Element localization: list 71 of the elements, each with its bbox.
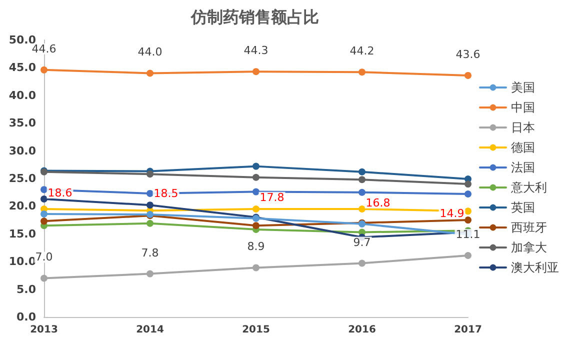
point (146, 190, 154, 197)
y-tick-label: 45.0 (8, 61, 36, 74)
data-label: 9.7 (353, 236, 371, 249)
point (464, 190, 472, 198)
point (146, 220, 154, 227)
y-tick-label: 15.0 (8, 227, 36, 240)
data-label: 44.3 (244, 44, 268, 58)
data-label: 7.8 (141, 246, 159, 260)
point (464, 216, 472, 224)
data-label: 16.8 (366, 196, 390, 210)
data-label: 17.8 (260, 190, 284, 204)
y-tick-label: 0.0 (16, 310, 36, 324)
legend-label: 美国 (511, 80, 535, 94)
x-tick-label: 2014 (136, 324, 164, 336)
point (252, 205, 260, 212)
x-tick-label: 2016 (348, 324, 376, 336)
point (252, 68, 260, 76)
data-label: 44.0 (138, 46, 162, 59)
data-label: 8.9 (247, 240, 265, 254)
point (252, 222, 260, 230)
y-tick-label: 35.0 (8, 116, 36, 130)
point (40, 196, 48, 202)
legend-label: 意大利 (510, 180, 547, 194)
y-tick-label: 25.0 (8, 172, 36, 185)
data-label: 14.9 (440, 206, 464, 220)
point (40, 66, 48, 74)
data-label: 44.6 (32, 42, 56, 56)
y-tick-label: 10.0 (8, 255, 36, 268)
data-label: 7.0 (35, 250, 53, 264)
point (40, 210, 48, 218)
point (358, 176, 366, 184)
point (252, 188, 260, 196)
point (464, 72, 472, 79)
point (252, 264, 260, 272)
point (252, 174, 260, 181)
x-tick-label: 2013 (30, 324, 58, 336)
point (358, 68, 366, 76)
legend-label: 德国 (511, 140, 535, 154)
y-tick-label: 30.0 (8, 144, 36, 158)
point (40, 218, 48, 225)
legend-label: 加拿大 (511, 240, 547, 254)
x-tick-label: 2015 (242, 324, 270, 336)
point (252, 162, 260, 170)
legend-label: 中国 (511, 100, 535, 114)
data-label: 44.2 (350, 44, 374, 58)
point (358, 205, 366, 212)
data-label: 18.5 (154, 187, 178, 200)
data-label: 43.6 (456, 48, 480, 61)
point (146, 270, 154, 278)
y-tick-label: 40.0 (8, 88, 36, 102)
data-label: 18.6 (48, 186, 72, 200)
point (40, 274, 48, 282)
y-tick-label: 20.0 (8, 200, 36, 213)
point (464, 208, 472, 215)
point (358, 188, 366, 196)
legend-label: 法国 (511, 160, 535, 174)
legend-label: 澳大利亚 (511, 260, 559, 274)
point (40, 186, 48, 194)
legend-label: 日本 (511, 120, 535, 134)
point (358, 260, 366, 267)
chart-title: 仿制药销售额占比 (190, 8, 319, 26)
legend-label: 西班牙 (511, 220, 547, 234)
x-tick-label: 2017 (454, 324, 482, 336)
point (146, 170, 154, 178)
point (464, 180, 472, 188)
point (146, 70, 154, 77)
legend-label: 英国 (511, 200, 535, 214)
point (464, 252, 472, 260)
point (358, 168, 366, 176)
point (146, 202, 154, 209)
y-tick-label: 5.0 (16, 282, 36, 296)
